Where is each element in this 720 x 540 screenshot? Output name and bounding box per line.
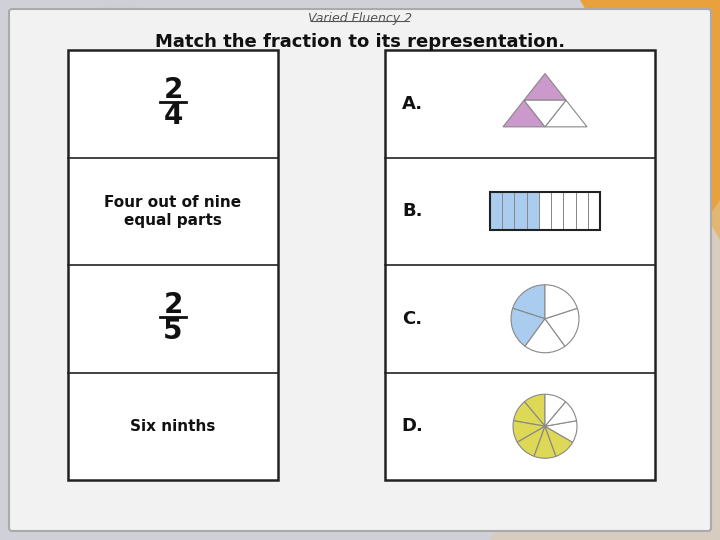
- Bar: [588, 192, 600, 230]
- Text: Match the fraction to its representation.: Match the fraction to its representation…: [155, 33, 565, 51]
- Text: 3: 3: [321, 436, 399, 540]
- Text: Varied Fluency 2: Varied Fluency 2: [308, 12, 412, 25]
- Text: C.: C.: [402, 310, 423, 328]
- Wedge shape: [545, 402, 577, 426]
- Bar: [490, 192, 503, 230]
- Bar: [526, 192, 539, 230]
- Wedge shape: [545, 285, 577, 319]
- Text: D.: D.: [402, 417, 423, 435]
- Bar: [551, 192, 563, 230]
- Polygon shape: [66, 435, 94, 462]
- Bar: [68, 50, 278, 480]
- Bar: [575, 192, 588, 230]
- Polygon shape: [580, 0, 720, 240]
- Text: 4: 4: [163, 102, 183, 130]
- Wedge shape: [534, 426, 556, 458]
- Polygon shape: [545, 100, 587, 127]
- Wedge shape: [545, 394, 566, 426]
- Text: B.: B.: [402, 202, 423, 220]
- Text: Four out of nine: Four out of nine: [104, 195, 242, 210]
- Wedge shape: [545, 426, 572, 456]
- Text: Six ninths: Six ninths: [130, 418, 216, 434]
- Text: A.: A.: [402, 94, 423, 113]
- Bar: [515, 192, 526, 230]
- Bar: [385, 50, 655, 480]
- Text: 2: 2: [163, 76, 183, 104]
- Bar: [563, 192, 575, 230]
- Wedge shape: [524, 394, 545, 426]
- Wedge shape: [513, 421, 545, 442]
- Polygon shape: [490, 200, 720, 540]
- Text: equal parts: equal parts: [124, 213, 222, 228]
- Text: 5: 5: [163, 317, 183, 345]
- Wedge shape: [513, 402, 545, 426]
- Wedge shape: [511, 308, 545, 346]
- FancyBboxPatch shape: [9, 9, 711, 531]
- Polygon shape: [524, 100, 566, 127]
- Wedge shape: [545, 421, 577, 442]
- Wedge shape: [513, 285, 545, 319]
- Text: 2: 2: [163, 291, 183, 319]
- Bar: [503, 192, 515, 230]
- Bar: [539, 192, 551, 230]
- Wedge shape: [525, 319, 565, 353]
- Polygon shape: [503, 100, 545, 127]
- Polygon shape: [524, 73, 566, 100]
- Bar: [490, 192, 600, 230]
- Wedge shape: [545, 308, 579, 346]
- Wedge shape: [517, 426, 545, 456]
- Polygon shape: [597, 445, 683, 526]
